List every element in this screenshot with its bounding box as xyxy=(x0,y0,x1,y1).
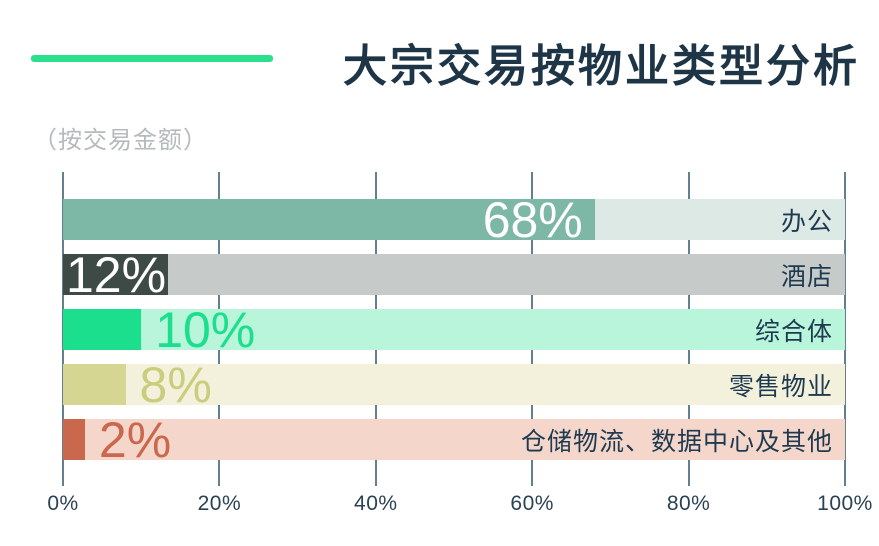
chart-subtitle: （按交易金额） xyxy=(33,127,208,154)
bar-fill xyxy=(63,199,595,240)
bar-row: 10% 综合体 xyxy=(63,305,845,355)
bar-category-label: 零售物业 xyxy=(728,372,833,401)
gridline-100 xyxy=(844,172,846,486)
bar-row: 8% 零售物业 xyxy=(63,360,845,410)
bar-category-label: 综合体 xyxy=(754,317,833,346)
x-tick-label-40: 40% xyxy=(354,492,398,515)
x-tick-label-100: 100% xyxy=(817,492,873,515)
bar-category-label: 酒店 xyxy=(780,262,833,291)
x-axis-tick-labels: 0% 20% 40% 60% 80% 100% xyxy=(47,492,872,520)
bar-row: 12% 酒店 xyxy=(63,250,845,300)
bar-track xyxy=(63,419,845,460)
bar-value-label: 8% xyxy=(139,356,212,413)
x-tick-label-0: 0% xyxy=(47,492,79,515)
bar-value-label: 68% xyxy=(482,191,583,248)
bar-fill xyxy=(63,254,168,295)
bar-value-label: 10% xyxy=(155,301,256,358)
bar-track xyxy=(63,364,845,405)
bar-fill xyxy=(63,309,142,350)
bar-fill xyxy=(63,364,126,405)
bar-fill xyxy=(63,419,85,460)
x-tick-label-60: 60% xyxy=(510,492,554,515)
x-tick-label-80: 80% xyxy=(666,492,711,515)
bar-track xyxy=(63,254,845,295)
bar-category-label: 办公 xyxy=(780,207,833,236)
bar-value-label: 12% xyxy=(66,246,167,303)
bar-row: 2% 仓储物流、数据中心及其他 xyxy=(63,415,845,465)
title-accent-dash xyxy=(31,55,273,62)
bar-row: 68% 办公 xyxy=(63,195,845,245)
plot-area: 68% 办公 12% 酒店 10% 综合体 8% 零售物业 2% 仓储物流、数据中心及其他 xyxy=(62,172,846,486)
bar-category-label: 仓储物流、数据中心及其他 xyxy=(520,427,833,456)
x-tick-label-20: 20% xyxy=(197,492,242,515)
bar-track xyxy=(63,309,845,350)
chart-title: 大宗交易按物业类型分析 xyxy=(343,42,860,91)
bar-value-label: 2% xyxy=(98,411,172,468)
